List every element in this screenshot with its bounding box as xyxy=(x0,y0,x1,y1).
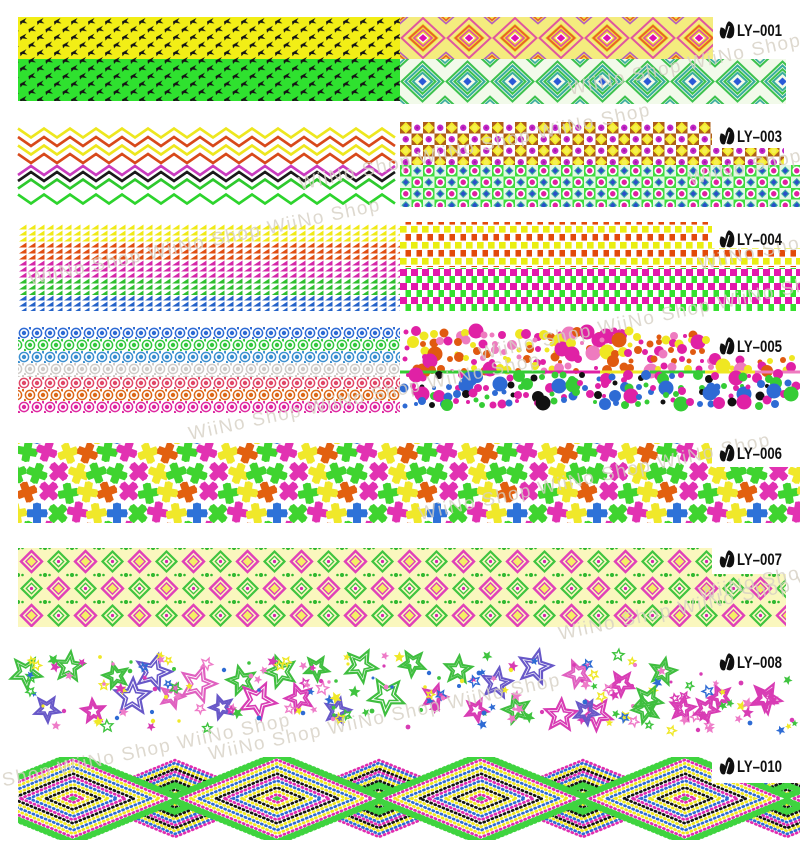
svg-text:LY–006: LY–006 xyxy=(737,444,782,463)
svg-text:LY–004: LY–004 xyxy=(737,230,782,249)
svg-text:LY–008: LY–008 xyxy=(737,653,782,672)
svg-text:LY–003: LY–003 xyxy=(737,127,782,146)
svg-text:LY–010: LY–010 xyxy=(737,757,782,776)
svg-text:LY–005: LY–005 xyxy=(737,337,782,356)
svg-text:LY–001: LY–001 xyxy=(737,21,782,40)
svg-text:LY–007: LY–007 xyxy=(737,550,782,569)
